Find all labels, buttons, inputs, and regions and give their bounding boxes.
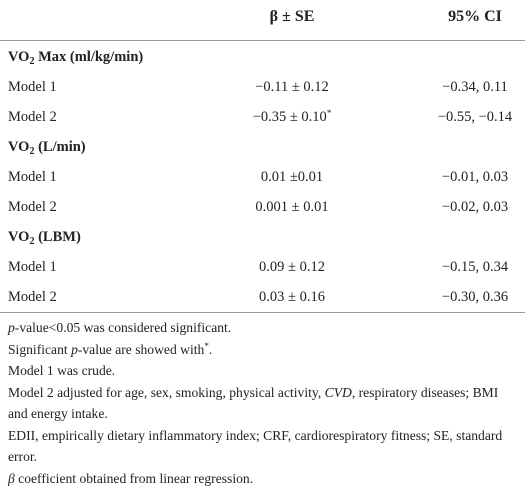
beta-value: −0.35 ± 0.10	[252, 109, 327, 125]
section-row: VO2 (LBM)	[0, 222, 525, 252]
section-title-sub: 2	[29, 146, 35, 157]
beta-sup: *	[326, 108, 332, 118]
footnote-part: -value are showed with	[77, 341, 205, 357]
section-title-rest: (LBM)	[34, 229, 81, 245]
footnote-part: p	[8, 320, 15, 335]
section-title-main: VO	[8, 229, 30, 245]
beta-cell: −0.11 ± 0.12	[212, 72, 372, 102]
header-ci: 95% CI	[448, 8, 502, 25]
bottom-rule	[0, 312, 525, 313]
data-row: Model 2 0.001 ± 0.01 −0.02, 0.03	[0, 192, 525, 222]
beta-value: −0.11 ± 0.12	[255, 79, 329, 95]
beta-cell: 0.001 ± 0.01	[212, 192, 372, 222]
beta-cell: −0.35 ± 0.10*	[212, 102, 372, 132]
ci-value: −0.01, 0.03	[441, 169, 509, 185]
section-title-sub: 2	[29, 56, 35, 67]
footnote: p-value<0.05 was considered significant.	[8, 317, 518, 339]
data-row: Model 1 0.01 ±0.01 −0.01, 0.03	[0, 162, 525, 192]
footnote: β coefficient obtained from linear regre…	[8, 468, 518, 488]
section-title-rest: (L/min)	[34, 139, 86, 155]
footnote: Significant p-value are showed with*.	[8, 339, 518, 361]
footnote: Model 1 was crude.	[8, 360, 518, 382]
ci-value: −0.30, 0.36	[441, 289, 509, 305]
ci-value: −0.02, 0.03	[441, 199, 509, 215]
beta-value: 0.001 ± 0.01	[255, 199, 329, 215]
footnotes: p-value<0.05 was considered significant.…	[8, 317, 518, 488]
footnote-part: β	[8, 470, 15, 486]
data-row: Model 1 −0.11 ± 0.12 −0.34, 0.11	[0, 72, 525, 102]
header-beta: β ± SE	[269, 8, 315, 25]
header-row: β ± SE 95% CI	[0, 2, 525, 32]
row-label: Model 1	[8, 259, 57, 275]
data-row: Model 2 −0.35 ± 0.10* −0.55, −0.14	[0, 102, 525, 132]
section-title: VO2 Max (ml/kg/min)	[8, 42, 143, 72]
footnote-part: CVD	[324, 384, 352, 400]
section-title-sub: 2	[29, 236, 35, 247]
section-title-rest: Max (ml/kg/min)	[34, 49, 144, 65]
footnote-part: Model 1 was crude.	[8, 363, 116, 378]
beta-value: 0.09 ± 0.12	[259, 259, 325, 275]
ci-value: −0.34, 0.11	[442, 79, 508, 95]
beta-cell: 0.01 ±0.01	[212, 162, 372, 192]
ci-value: −0.15, 0.34	[441, 259, 509, 275]
footnote-part: EDII, empirically dietary inflammatory i…	[8, 427, 503, 465]
footnote: Model 2 adjusted for age, sex, smoking, …	[8, 382, 518, 425]
footnote: EDII, empirically dietary inflammatory i…	[8, 425, 518, 468]
row-label: Model 1	[8, 169, 57, 185]
row-label: Model 2	[8, 199, 57, 215]
beta-cell: 0.09 ± 0.12	[212, 252, 372, 282]
footnote-part: , respiratory diseases; BMI and energy i…	[8, 384, 499, 422]
beta-value: 0.01 ±0.01	[260, 169, 324, 185]
data-row: Model 2 0.03 ± 0.16 −0.30, 0.36	[0, 282, 525, 312]
footnote-part: -value<0.05 was considered significant.	[14, 320, 232, 335]
section-title: VO2 (L/min)	[8, 132, 86, 162]
footnote-part: Model 2 adjusted for age, sex, smoking, …	[8, 384, 325, 400]
footnote-part: *	[204, 340, 209, 351]
footnote-part: p	[71, 341, 78, 357]
section-title-main: VO	[8, 49, 30, 65]
section-title: VO2 (LBM)	[8, 222, 81, 252]
data-row: Model 1 0.09 ± 0.12 −0.15, 0.34	[0, 252, 525, 282]
beta-cell: 0.03 ± 0.16	[212, 282, 372, 312]
row-label: Model 1	[8, 79, 57, 95]
row-label: Model 2	[8, 289, 57, 305]
beta-value: 0.03 ± 0.16	[259, 289, 325, 305]
footnote-part: .	[208, 341, 213, 357]
section-title-main: VO	[8, 139, 30, 155]
section-row: VO2 Max (ml/kg/min)	[0, 42, 525, 72]
header-rule	[0, 40, 525, 41]
section-row: VO2 (L/min)	[0, 132, 525, 162]
row-label: Model 2	[8, 109, 57, 125]
footnote-part: coefficient obtained from linear regress…	[14, 470, 254, 486]
footnote-part: Significant	[8, 341, 72, 357]
ci-value: −0.55, −0.14	[437, 109, 513, 125]
